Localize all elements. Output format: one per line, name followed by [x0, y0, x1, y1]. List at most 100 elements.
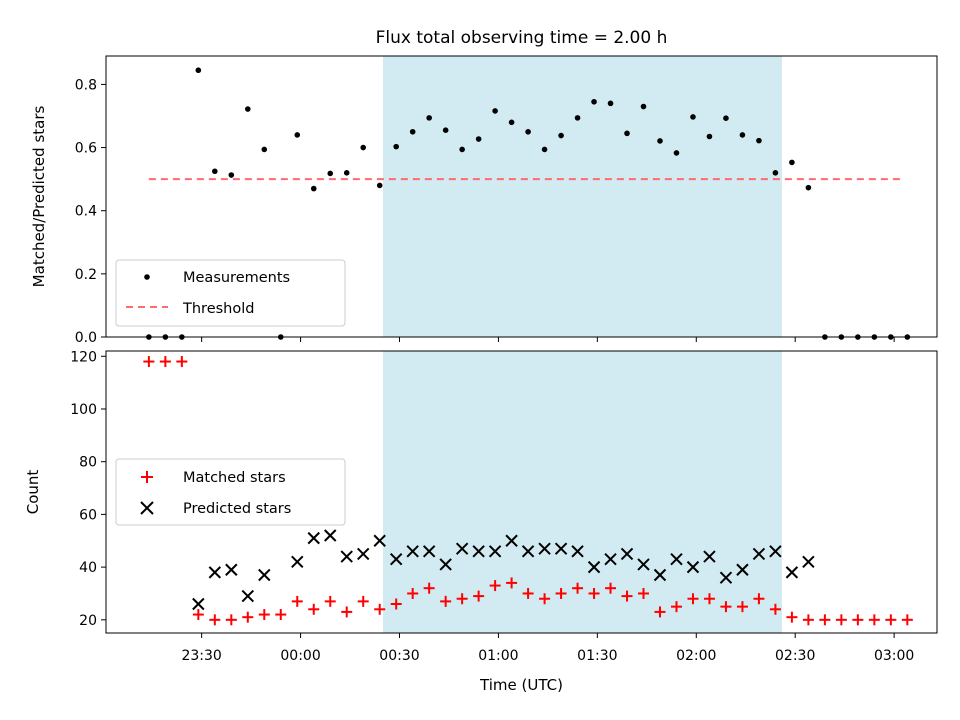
time-x-tick-label: 23:30 — [181, 648, 221, 664]
matched-stars-point — [885, 614, 897, 626]
time-x-tick-label: 02:00 — [676, 648, 716, 664]
measurement-point — [310, 185, 317, 192]
observing-window-span — [383, 56, 783, 337]
matched-stars-point — [720, 601, 732, 613]
measurement-point — [475, 136, 482, 142]
measurement-point — [244, 106, 251, 112]
predicted-stars-point — [604, 552, 617, 566]
legend-predicted-label: Predicted stars — [183, 501, 291, 517]
ratio-plot-frame — [105, 55, 938, 338]
matched-stars-point — [341, 606, 353, 618]
predicted-stars-point — [587, 560, 601, 574]
matched-stars-point — [786, 611, 798, 623]
predicted-stars-point — [703, 550, 716, 563]
time-x-tick-label: 00:00 — [280, 648, 320, 664]
measurement-point — [558, 132, 564, 139]
legend-measurements-label: Measurements — [183, 270, 290, 286]
predicted-stars-point — [340, 550, 353, 563]
matched-stars-point — [324, 595, 336, 607]
predicted-stars-point — [455, 542, 469, 555]
matched-stars-point — [423, 582, 435, 594]
predicted-stars-point — [719, 571, 733, 584]
matched-stars-point — [225, 614, 237, 626]
predicted-stars-point — [686, 560, 700, 574]
count-y-tick-label: 60 — [79, 507, 97, 523]
matched-stars-point — [588, 587, 600, 599]
predicted-stars-point — [373, 534, 386, 547]
matched-stars-point — [555, 587, 567, 599]
measurement-point — [706, 133, 713, 140]
matched-stars-point — [605, 582, 617, 594]
matched-stars-point — [621, 590, 633, 602]
predicted-stars-point — [422, 545, 436, 558]
measurement-point — [805, 184, 812, 191]
matched-stars-point — [835, 614, 847, 626]
matched-stars-point — [703, 593, 715, 605]
predicted-stars-point — [637, 558, 650, 571]
legend-matched-marker — [141, 471, 153, 483]
measurements-series — [146, 67, 911, 340]
count-y-axis-label: Count — [24, 470, 42, 515]
matched-stars-point — [407, 587, 419, 599]
matched-stars-point — [638, 587, 650, 599]
measurement-point — [591, 98, 597, 105]
count-legend-box — [115, 458, 346, 526]
matched-stars-point — [522, 587, 534, 599]
matched-stars-point — [670, 601, 682, 613]
time-x-axis-ticks: 23:30 00:00 00:30 01:00 01:30 02:00 02:30 03:00 — [181, 633, 914, 664]
count-plot-frame — [105, 350, 938, 634]
matched-stars-point — [357, 595, 369, 607]
ratio-y-tick-label: 0.8 — [75, 77, 97, 93]
predicted-stars-point — [307, 531, 320, 545]
time-x-tick-label: 02:30 — [775, 648, 815, 664]
chart-title: Flux total observing time = 2.00 h — [376, 28, 668, 48]
time-x-tick-label: 01:30 — [577, 648, 617, 664]
predicted-stars-point — [554, 542, 568, 555]
measurement-point — [673, 150, 680, 156]
ratio-y-axis-label: Matched/Predicted stars — [30, 106, 48, 288]
matched-stars-point — [753, 593, 765, 605]
count-y-tick-label: 20 — [79, 613, 97, 629]
measurement-point — [508, 119, 515, 126]
count-panel: 20 40 60 80 100 120 23:30 00:00 00:30 01:00 01:30… — [24, 349, 938, 694]
predicted-stars-point — [752, 547, 766, 561]
matched-stars-point — [176, 356, 188, 368]
matched-stars-point — [275, 609, 287, 621]
measurement-point — [228, 172, 235, 178]
matched-stars-point — [572, 582, 584, 594]
predicted-stars-point — [785, 566, 799, 579]
measurement-point — [574, 115, 581, 121]
ratio-y-tick-label: 0.6 — [75, 141, 97, 157]
predicted-stars-point — [192, 597, 205, 611]
count-y-tick-label: 120 — [70, 349, 97, 365]
measurement-point — [541, 146, 548, 153]
matched-stars-point — [852, 614, 864, 626]
measurement-point — [195, 67, 202, 74]
predicted-stars-point — [802, 555, 815, 569]
matched-stars-point — [489, 580, 501, 592]
measurement-point — [624, 130, 630, 137]
time-x-tick-label: 01:00 — [478, 648, 518, 664]
matched-stars-point — [901, 614, 913, 626]
ratio-panel: 0.0 0.2 0.4 0.6 0.8 Flux total observing tim… — [30, 28, 938, 346]
legend-matched-label: Matched stars — [183, 470, 286, 486]
measurement-point — [640, 103, 647, 110]
measurement-point — [492, 108, 498, 114]
matched-stars-point — [308, 603, 320, 615]
measurement-point — [789, 159, 795, 166]
measurement-point — [690, 114, 696, 120]
measurement-point — [212, 168, 218, 175]
ratio-y-tick-label: 0.4 — [75, 204, 97, 220]
predicted-stars-point — [225, 563, 238, 576]
count-legend: Matched stars Predicted stars — [115, 458, 346, 526]
predicted-stars-point — [439, 558, 452, 571]
measurement-point — [772, 170, 779, 176]
matched-stars-point — [456, 593, 468, 605]
measurement-point — [739, 132, 746, 138]
matched-stars-point — [291, 595, 303, 607]
measurement-point — [393, 143, 399, 150]
predicted-stars-point — [324, 529, 337, 542]
matched-stars-point — [736, 601, 748, 613]
predicted-stars-point — [291, 555, 304, 569]
